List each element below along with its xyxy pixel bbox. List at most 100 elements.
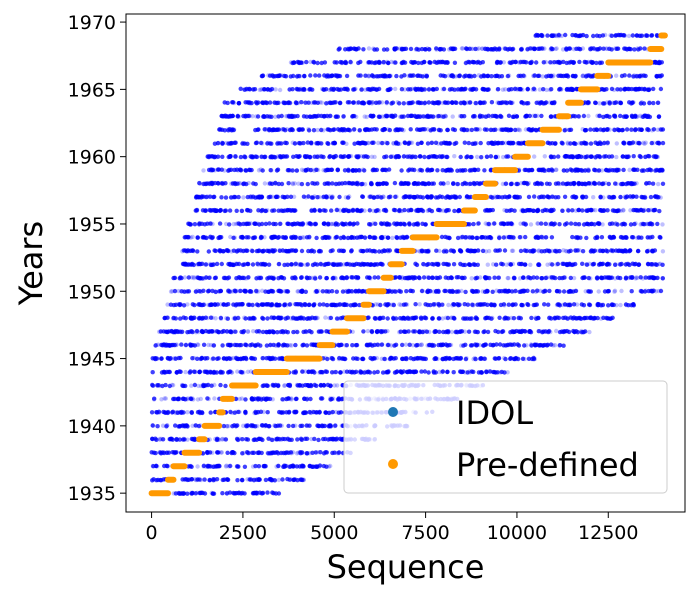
idol-point — [472, 329, 477, 334]
idol-point — [331, 262, 336, 267]
idol-point — [234, 249, 240, 254]
idol-point — [277, 261, 282, 267]
idol-point — [310, 450, 315, 455]
idol-point — [304, 397, 310, 402]
idol-point — [633, 276, 638, 281]
idol-point — [638, 154, 643, 160]
idol-point — [235, 437, 241, 443]
idol-point — [423, 222, 428, 227]
idol-point — [583, 194, 589, 200]
idol-point — [561, 289, 567, 294]
idol-point — [578, 154, 584, 159]
idol-point — [271, 342, 276, 348]
idol-point — [347, 222, 352, 227]
idol-point — [213, 409, 218, 415]
idol-point — [224, 329, 230, 334]
idol-point — [458, 248, 464, 254]
idol-point — [240, 451, 245, 456]
idol-point — [165, 409, 171, 415]
idol-point — [648, 194, 654, 200]
idol-point — [275, 330, 280, 335]
idol-point — [299, 450, 305, 455]
idol-point — [535, 288, 540, 293]
idol-point — [386, 302, 391, 307]
idol-point — [167, 369, 172, 375]
idol-point — [557, 343, 563, 348]
idol-point — [307, 275, 312, 281]
idol-point — [212, 194, 217, 199]
idol-point — [270, 397, 275, 402]
idol-point — [609, 302, 615, 308]
idol-point — [182, 423, 187, 428]
idol-point — [456, 356, 461, 361]
idol-point — [208, 410, 213, 415]
idol-point — [544, 208, 549, 213]
idol-point — [316, 249, 322, 254]
idol-point — [631, 194, 636, 199]
idol-point — [567, 261, 572, 266]
idol-point — [541, 235, 546, 240]
idol-point — [397, 208, 402, 214]
idol-point — [210, 288, 215, 294]
idol-point — [495, 370, 500, 375]
idol-point — [188, 222, 193, 227]
idol-point — [173, 423, 178, 428]
idol-point — [445, 289, 450, 294]
idol-point — [451, 262, 457, 267]
idol-point — [433, 302, 438, 307]
idol-point — [207, 437, 212, 442]
idol-point — [253, 463, 258, 469]
idol-point — [188, 235, 193, 240]
idol-point — [445, 369, 450, 375]
idol-point — [374, 316, 380, 321]
idol-point — [627, 167, 632, 173]
idol-point — [221, 423, 227, 429]
idol-point — [517, 235, 523, 240]
idol-point — [440, 369, 445, 374]
idol-point — [406, 316, 411, 321]
idol-point — [299, 262, 304, 267]
idol-point — [334, 450, 340, 456]
idol-point — [279, 275, 284, 280]
idol-point — [551, 343, 556, 348]
idol-point — [246, 235, 251, 240]
idol-point — [449, 275, 454, 281]
idol-point — [244, 424, 249, 429]
idol-point — [540, 330, 545, 335]
idol-point — [199, 356, 204, 361]
idol-point — [653, 262, 658, 267]
idol-point — [247, 302, 252, 307]
idol-point — [619, 288, 624, 294]
idol-point — [284, 410, 289, 415]
idol-point — [266, 451, 271, 456]
idol-point — [599, 303, 604, 308]
idol-point — [232, 491, 237, 496]
idol-point — [507, 208, 512, 213]
idol-point — [460, 369, 465, 374]
idol-point — [639, 288, 644, 294]
idol-point — [276, 463, 281, 469]
idol-point — [234, 288, 239, 294]
idol-point — [243, 409, 248, 415]
idol-point — [181, 423, 186, 428]
idol-point — [258, 343, 263, 348]
idol-point — [592, 181, 597, 186]
idol-point — [281, 464, 286, 469]
idol-point — [457, 329, 463, 334]
idol-point — [224, 356, 229, 361]
idol-point — [267, 423, 272, 429]
idol-point — [233, 181, 238, 187]
idol-point — [202, 491, 208, 496]
idol-point — [317, 208, 322, 213]
idol-point — [522, 343, 527, 348]
idol-point — [510, 302, 515, 307]
idol-point — [576, 222, 582, 227]
idol-point — [647, 221, 652, 226]
idol-point — [206, 154, 212, 160]
idol-point — [420, 356, 425, 361]
idol-point — [160, 423, 166, 428]
idol-point — [224, 221, 229, 227]
idol-point — [236, 490, 242, 495]
idol-point — [189, 464, 194, 469]
idol-point — [626, 275, 632, 281]
